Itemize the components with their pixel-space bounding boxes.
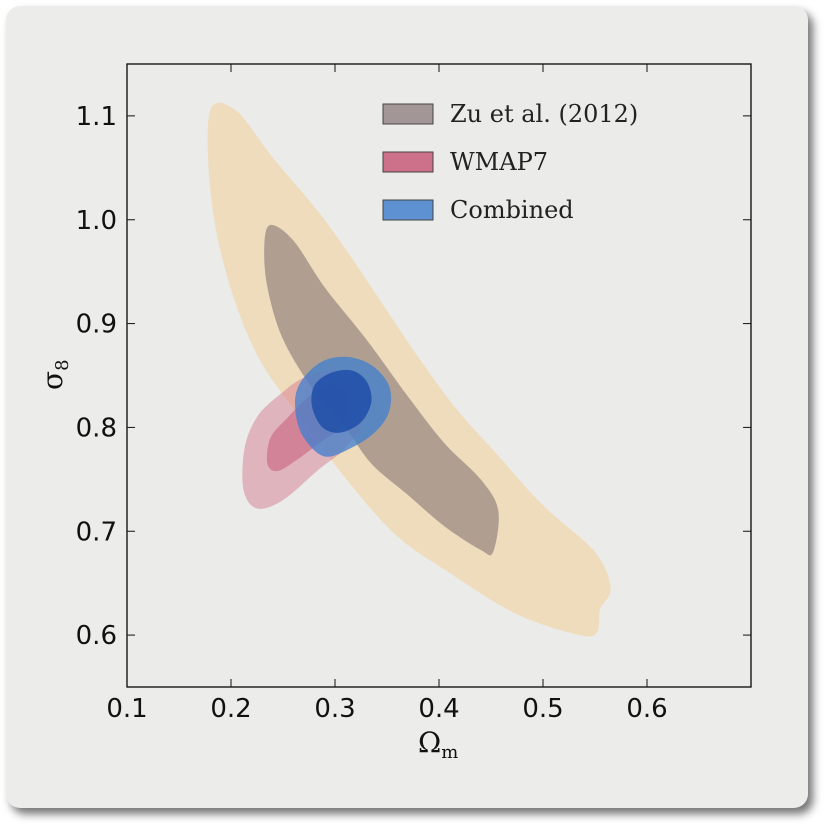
x-axis-symbol: Ω [418,726,441,759]
legend-swatch-wmap7 [382,151,434,173]
axis-ticks: 0.1 0.2 0.3 0.4 0.5 0.6 0.6 0.7 0.8 0.9 1.0 1.1 [76,64,751,724]
x-tick-label: 0.2 [210,694,251,724]
legend-swatch-zu [382,103,434,125]
x-axis-subscript: m [441,742,458,763]
y-axis-subscript: 8 [52,359,73,370]
legend: Zu et al. (2012) WMAP7 Combined [382,100,638,224]
x-axis-label: Ωm [418,726,458,763]
x-tick-label: 0.1 [106,694,147,724]
contour-plot: 0.1 0.2 0.3 0.4 0.5 0.6 0.6 0.7 0.8 0.9 1.0 1.1 Zu … [36,63,752,763]
x-tick-label: 0.5 [522,694,563,724]
y-tick-label: 0.7 [76,517,117,547]
figure-card: 0.1 0.2 0.3 0.4 0.5 0.6 0.6 0.7 0.8 0.9 1.0 1.1 Zu … [6,6,808,808]
legend-label-combined: Combined [450,196,574,224]
x-tick-label: 0.4 [418,694,459,724]
x-tick-label: 0.3 [314,694,355,724]
contour-combined-inner [311,369,372,433]
legend-label-wmap7: WMAP7 [450,148,548,176]
y-tick-label: 0.6 [76,621,117,651]
y-tick-label: 0.8 [76,413,117,443]
contour-layer [207,102,611,637]
legend-swatch-combined [382,199,434,221]
y-tick-label: 1.0 [76,206,117,236]
y-axis-label: σ8 [36,359,73,390]
x-tick-label: 0.6 [626,694,667,724]
y-axis-symbol: σ [36,371,69,390]
y-tick-label: 1.1 [76,102,117,132]
y-tick-label: 0.9 [76,310,117,340]
legend-label-zu: Zu et al. (2012) [450,100,638,128]
contour-zu-et-al-2012-outer [207,102,611,637]
